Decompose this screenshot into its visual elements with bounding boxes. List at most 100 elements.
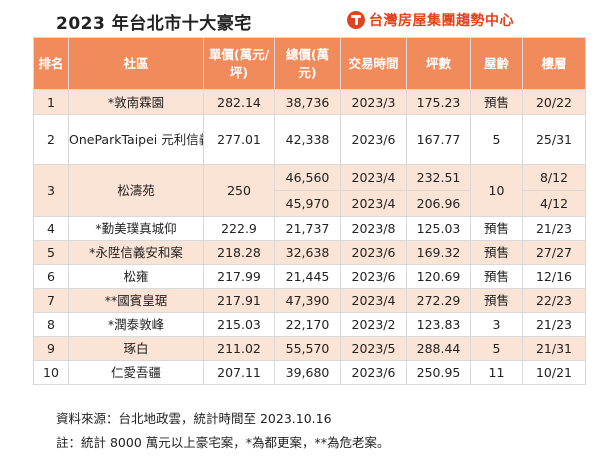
cell-area: 250.95 bbox=[406, 360, 471, 385]
cell-community: 琢白 bbox=[68, 336, 204, 361]
cell-community: 松雍 bbox=[68, 264, 204, 289]
header-area: 坪數 bbox=[406, 37, 471, 90]
table-header-row: 排名 社區 單價(萬元/坪) 總價(萬元) 交易時間 坪數 屋齡 樓層 bbox=[33, 37, 586, 90]
header-trade-time: 交易時間 bbox=[340, 37, 407, 90]
cell-age: 5 bbox=[470, 114, 523, 165]
cell-rank: 10 bbox=[33, 360, 69, 385]
brand-name: 台灣房屋集團趨勢中心 bbox=[369, 13, 514, 29]
table-row: 4 *勤美璞真城仰 222.9 21,737 2023/8 125.03 預售 … bbox=[33, 216, 586, 241]
cell-total-price: 42,338 bbox=[274, 114, 341, 165]
cell-floor: 21/23 bbox=[522, 312, 586, 337]
cell-floor: 12/16 bbox=[522, 264, 586, 289]
cell-age: 5 bbox=[470, 336, 523, 361]
cell-area: 169.32 bbox=[406, 240, 471, 265]
cell-trade-time: 2023/6 bbox=[340, 360, 407, 385]
table-row: 7 **國賓皇琚 217.91 47,390 2023/4 272.29 預售 … bbox=[33, 288, 586, 313]
cell-unit-price: 282.14 bbox=[203, 89, 275, 115]
cell-area: 167.77 bbox=[406, 114, 471, 165]
cell-age: 預售 bbox=[470, 240, 523, 265]
cell-unit-price: 217.91 bbox=[203, 288, 275, 313]
cell-trade-time: 2023/3 bbox=[340, 89, 407, 115]
cell-community: OneParkTaipei 元利信義聯勤 bbox=[68, 114, 204, 165]
cell-community: *勤美璞真城仰 bbox=[68, 216, 204, 241]
cell-unit-price: 250 bbox=[203, 164, 275, 217]
cell-community: *永陞信義安和案 bbox=[68, 240, 204, 265]
table-row: 10 仁愛吾疆 207.11 39,680 2023/6 250.95 11 1… bbox=[33, 360, 586, 385]
cell-rank: 9 bbox=[33, 336, 69, 361]
cell-trade-time: 2023/6 bbox=[340, 240, 407, 265]
cell-rank: 7 bbox=[33, 288, 69, 313]
page-title: 2023 年台北市十大豪宅 bbox=[56, 14, 252, 34]
cell-trade-time: 2023/4 bbox=[340, 288, 407, 313]
cell-unit-price: 217.99 bbox=[203, 264, 275, 289]
table-row: 6 松雍 217.99 21,445 2023/6 120.69 預售 12/1… bbox=[33, 264, 586, 289]
table-row: 8 *潤泰敦峰 215.03 22,170 2023/2 123.83 3 21… bbox=[33, 312, 586, 337]
cell-rank: 6 bbox=[33, 264, 69, 289]
cell-floor: 21/31 bbox=[522, 336, 586, 361]
cell-area: 125.03 bbox=[406, 216, 471, 241]
cell-trade-time: 2023/4 bbox=[340, 190, 407, 217]
cell-age: 預售 bbox=[470, 216, 523, 241]
table-row: 1 *敦南霖園 282.14 38,736 2023/3 175.23 預售 2… bbox=[33, 89, 586, 115]
luxury-housing-table: 排名 社區 單價(萬元/坪) 總價(萬元) 交易時間 坪數 屋齡 樓層 1 *敦… bbox=[33, 37, 586, 385]
cell-age: 10 bbox=[470, 164, 523, 217]
cell-area: 206.96 bbox=[406, 190, 471, 217]
header-total-price: 總價(萬元) bbox=[274, 37, 341, 90]
cell-total-price: 21,737 bbox=[274, 216, 341, 241]
cell-trade-time: 2023/4 bbox=[340, 164, 407, 191]
cell-unit-price: 222.9 bbox=[203, 216, 275, 241]
cell-total-price: 22,170 bbox=[274, 312, 341, 337]
cell-area: 272.29 bbox=[406, 288, 471, 313]
cell-total-price: 21,445 bbox=[274, 264, 341, 289]
cell-community: **國賓皇琚 bbox=[68, 288, 204, 313]
cell-area: 120.69 bbox=[406, 264, 471, 289]
cell-trade-time: 2023/8 bbox=[340, 216, 407, 241]
cell-floor: 20/22 bbox=[522, 89, 586, 115]
cell-total-price: 32,638 bbox=[274, 240, 341, 265]
cell-age: 預售 bbox=[470, 288, 523, 313]
cell-rank: 8 bbox=[33, 312, 69, 337]
cell-age: 11 bbox=[470, 360, 523, 385]
cell-community: 仁愛吾疆 bbox=[68, 360, 204, 385]
cell-rank: 4 bbox=[33, 216, 69, 241]
cell-floor: 10/21 bbox=[522, 360, 586, 385]
header-age: 屋齡 bbox=[470, 37, 523, 90]
cell-floor: 27/27 bbox=[522, 240, 586, 265]
header-floor: 樓層 bbox=[522, 37, 586, 90]
cell-total-price: 45,970 bbox=[274, 190, 341, 217]
cell-unit-price: 218.28 bbox=[203, 240, 275, 265]
cell-age: 預售 bbox=[470, 89, 523, 115]
cell-total-price: 38,736 bbox=[274, 89, 341, 115]
cell-unit-price: 215.03 bbox=[203, 312, 275, 337]
cell-trade-time: 2023/5 bbox=[340, 336, 407, 361]
cell-trade-time: 2023/2 bbox=[340, 312, 407, 337]
cell-rank: 5 bbox=[33, 240, 69, 265]
cell-area: 123.83 bbox=[406, 312, 471, 337]
cell-floor: 25/31 bbox=[522, 114, 586, 165]
cell-floor: 22/23 bbox=[522, 288, 586, 313]
cell-age: 3 bbox=[470, 312, 523, 337]
table-row: 45,970 2023/4 206.96 4/12 bbox=[34, 190, 586, 217]
brand: 台灣房屋集團趨勢中心 bbox=[347, 10, 514, 30]
cell-trade-time: 2023/6 bbox=[340, 264, 407, 289]
cell-trade-time: 2023/6 bbox=[340, 114, 407, 165]
cell-community: 松濤苑 bbox=[68, 164, 204, 217]
table-row: 5 *永陞信義安和案 218.28 32,638 2023/6 169.32 預… bbox=[33, 240, 586, 265]
cell-rank: 3 bbox=[33, 164, 69, 217]
cell-area: 175.23 bbox=[406, 89, 471, 115]
cell-total-price: 46,560 bbox=[274, 164, 341, 191]
table-row: 3 松濤苑 250 46,560 2023/4 232.51 10 8/12 bbox=[33, 164, 586, 217]
cell-community: *敦南霖園 bbox=[68, 89, 204, 115]
footnote: 註：統計 8000 萬元以上豪宅案，*為都更案，**為危老案。 bbox=[56, 435, 390, 450]
brand-logo-icon bbox=[347, 11, 365, 29]
cell-unit-price: 211.02 bbox=[203, 336, 275, 361]
cell-age: 預售 bbox=[470, 264, 523, 289]
cell-total-price: 47,390 bbox=[274, 288, 341, 313]
cell-floor: 8/12 bbox=[522, 164, 586, 191]
cell-area: 288.44 bbox=[406, 336, 471, 361]
table-row: 9 琢白 211.02 55,570 2023/5 288.44 5 21/31 bbox=[33, 336, 586, 361]
cell-unit-price: 277.01 bbox=[203, 114, 275, 165]
cell-rank: 2 bbox=[33, 114, 69, 165]
cell-unit-price: 207.11 bbox=[203, 360, 275, 385]
cell-area: 232.51 bbox=[406, 164, 471, 191]
